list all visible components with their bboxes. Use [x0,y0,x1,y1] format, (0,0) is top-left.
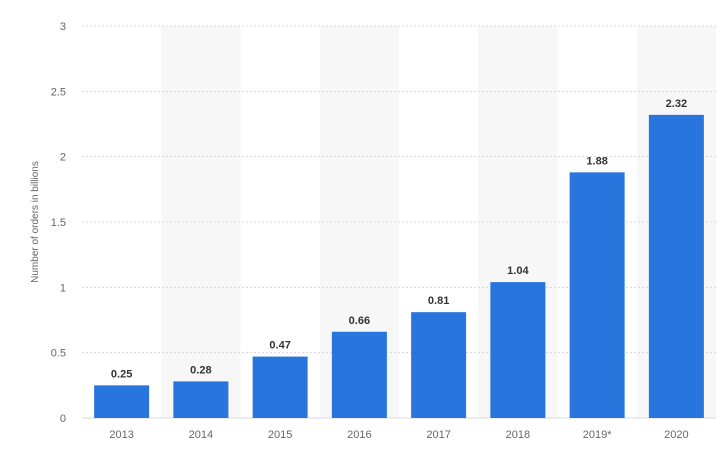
data-labels: 0.25 0.28 0.47 0.66 0.81 1.04 1.88 2.32 [111,98,687,380]
y-tick-label: 2.5 [51,86,66,98]
bar-value-label: 0.28 [190,364,211,376]
bar-value-label: 0.66 [349,315,370,327]
y-tick-label: 0.5 [51,348,66,360]
x-tick-label: 2017 [426,429,450,441]
y-tick-label: 3 [60,21,66,33]
bar-value-label: 1.88 [586,155,607,167]
y-tick-label: 1 [60,282,66,294]
x-axis-ticks: 2013 2014 2015 2016 2017 2018 2019* 2020 [109,429,688,441]
x-tick-label: 2015 [268,429,292,441]
bar-value-label: 0.25 [111,368,132,380]
bar [569,172,625,418]
bar [252,356,308,418]
y-tick-label: 0 [60,413,66,425]
bar [94,385,150,418]
x-tick-label: 2018 [506,429,530,441]
bars [94,114,704,418]
column-shade [161,26,241,418]
x-tick-label: 2014 [189,429,213,441]
x-tick-label: 2019* [583,429,612,441]
bar-value-label: 1.04 [507,265,529,277]
bar-value-label: 0.81 [428,295,449,307]
y-tick-label: 2 [60,152,66,164]
y-axis-title: Number of orders in billions [30,161,41,283]
y-axis-ticks: 0 0.5 1 1.5 2 2.5 3 [51,21,66,425]
y-tick-label: 1.5 [51,217,66,229]
x-tick-label: 2020 [664,429,688,441]
bar-value-label: 2.32 [666,98,687,110]
x-tick-label: 2016 [347,429,371,441]
x-tick-label: 2013 [109,429,133,441]
bar [411,312,467,418]
bar [331,331,387,418]
bar-value-label: 0.47 [269,340,290,352]
bar [173,381,229,418]
bar [490,282,546,418]
bar [648,114,704,418]
